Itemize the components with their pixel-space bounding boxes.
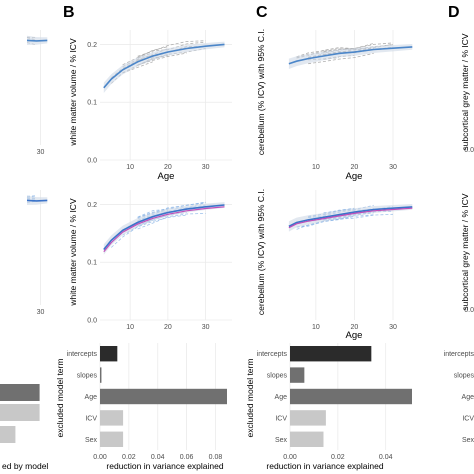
c-top-ylabel: cerebellum (% ICV) with 95% C.I. <box>256 29 266 155</box>
C-mid-mean-line-1 <box>288 207 413 229</box>
C-bottom-bar-age <box>290 388 412 405</box>
a-partial-bar <box>0 404 40 421</box>
b-mid-ylabel: white matter volume / % ICV <box>68 198 78 307</box>
B-bottom-xtick: 0.04 <box>151 454 165 461</box>
b-top-ylabel: white matter volume / % ICV <box>68 38 78 147</box>
c-bottom-ylabel: excluded model term <box>245 359 255 438</box>
B-bottom-xtick: 0.00 <box>93 454 107 461</box>
B-mid-mean-line-1 <box>103 206 225 253</box>
d-top-ytick: 0.0 <box>464 147 474 154</box>
d-category-label: ICV <box>462 416 474 423</box>
C-mid-xtick: 30 <box>389 324 397 331</box>
d-mid-ylabel: subcortical grey matter / % ICV <box>460 193 470 310</box>
B-mid-xtick: 30 <box>202 324 210 331</box>
B-top-individual-line <box>122 46 168 66</box>
B-top-ytick: 0.0 <box>87 158 97 165</box>
C-bottom-category-label: intercepts <box>257 351 288 358</box>
A-top-partial-xtick: 30 <box>37 149 45 156</box>
C-mid-xtick: 10 <box>312 324 320 331</box>
B-mid-ytick: 0.1 <box>87 260 97 267</box>
C-bottom-xtick: 0.04 <box>379 454 393 461</box>
B-top-ci-band <box>103 41 225 93</box>
C-mid-ci-band <box>288 204 413 232</box>
c-top-xlabel: Age <box>346 171 363 182</box>
B-mid-ytick: 0.0 <box>87 318 97 325</box>
C-mid-individual-line <box>296 213 394 228</box>
B-mid-ci-band <box>103 202 225 255</box>
a-partial-bar <box>0 384 40 401</box>
B-bottom-category-label: slopes <box>77 373 98 380</box>
C-top-xtick: 30 <box>389 164 397 171</box>
B-bottom-category-label: Age <box>85 394 98 401</box>
b-bottom-ylabel: excluded model term <box>55 359 65 438</box>
B-bottom-bar-sex <box>100 431 124 448</box>
C-bottom-bar-sex <box>290 431 324 448</box>
A-mid-partial-mean-line-0 <box>26 199 48 202</box>
B-bottom-xtick: 0.02 <box>122 454 136 461</box>
B-bottom-category-label: intercepts <box>67 351 98 358</box>
C-bottom-category-label: Sex <box>275 437 288 444</box>
B-mid-xtick: 10 <box>126 324 134 331</box>
B-top-mean-line-0 <box>103 43 225 89</box>
a-partial-bar <box>0 426 16 443</box>
d-category-label: Sex <box>462 437 474 444</box>
c-bottom-xlabel: reduction in variance explained <box>266 461 383 471</box>
d-category-label: Age <box>462 394 474 401</box>
panel-letter-b: B <box>63 4 75 21</box>
C-bottom-category-label: slopes <box>267 373 288 380</box>
C-top-individual-line <box>308 52 374 65</box>
C-top-ci-band <box>288 44 413 69</box>
B-bottom-bar-age <box>100 388 227 405</box>
B-mid-mean-line-0 <box>103 204 225 251</box>
B-mid-ytick: 0.2 <box>87 202 97 209</box>
C-bottom-bar-intercepts <box>290 345 372 362</box>
C-top-xtick: 20 <box>351 164 359 171</box>
b-top-xlabel: Age <box>158 171 175 182</box>
B-bottom-xtick: 0.08 <box>209 454 223 461</box>
C-bottom-bar-slopes <box>290 367 305 383</box>
B-bottom-bar-slopes <box>100 367 102 383</box>
C-bottom-category-label: Age <box>275 394 288 401</box>
A-mid-partial-xtick: 30 <box>37 309 45 316</box>
C-bottom-category-label: ICV <box>275 415 287 422</box>
B-bottom-category-label: ICV <box>85 415 97 422</box>
B-mid-xtick: 20 <box>164 324 172 331</box>
B-mid-individual-line <box>111 214 187 248</box>
c-mid-ylabel: cerebellum (% ICV) with 95% C.I. <box>256 189 266 315</box>
C-mid-mean-line-0 <box>288 206 413 228</box>
b-bottom-xlabel: reduction in variance explained <box>106 461 223 471</box>
B-top-xtick: 10 <box>126 164 134 171</box>
d-category-label: slopes <box>454 373 474 380</box>
A-top-partial-mean-line-0 <box>26 39 48 42</box>
c-mid-xlabel: Age <box>346 330 363 341</box>
C-bottom-xtick: 0.02 <box>331 454 345 461</box>
C-bottom-xtick: 0.00 <box>283 454 297 461</box>
B-mid-individual-line <box>137 208 168 218</box>
C-bottom-bar-icv <box>290 410 326 426</box>
B-bottom-bar-icv <box>100 410 124 426</box>
d-category-label: intercepts <box>444 351 474 358</box>
C-mid-xtick: 20 <box>351 324 359 331</box>
panel-letter-c: C <box>256 4 268 21</box>
plot-layer: 30 30 10 20 30 0.0 0.1 0.2 10 20 30 0.0 0.1 0.2 10 20 30… <box>0 30 474 461</box>
B-mid-individual-line <box>137 213 206 230</box>
B-top-xtick: 20 <box>164 164 172 171</box>
a-bottom-xlabel-fragment: ed by model <box>2 461 48 471</box>
B-top-ytick: 0.2 <box>87 42 97 49</box>
B-bottom-category-label: Sex <box>85 437 98 444</box>
C-top-xtick: 10 <box>312 164 320 171</box>
panel-letter-d: D <box>448 4 460 21</box>
B-top-ytick: 0.1 <box>87 100 97 107</box>
d-top-ylabel: subcortical grey matter / % ICV <box>460 33 470 150</box>
d-mid-ytick: 0.0 <box>464 307 474 314</box>
C-top-mean-line-0 <box>288 46 413 65</box>
B-bottom-bar-intercepts <box>100 345 118 362</box>
B-top-xtick: 30 <box>202 164 210 171</box>
B-bottom-xtick: 0.06 <box>180 454 194 461</box>
